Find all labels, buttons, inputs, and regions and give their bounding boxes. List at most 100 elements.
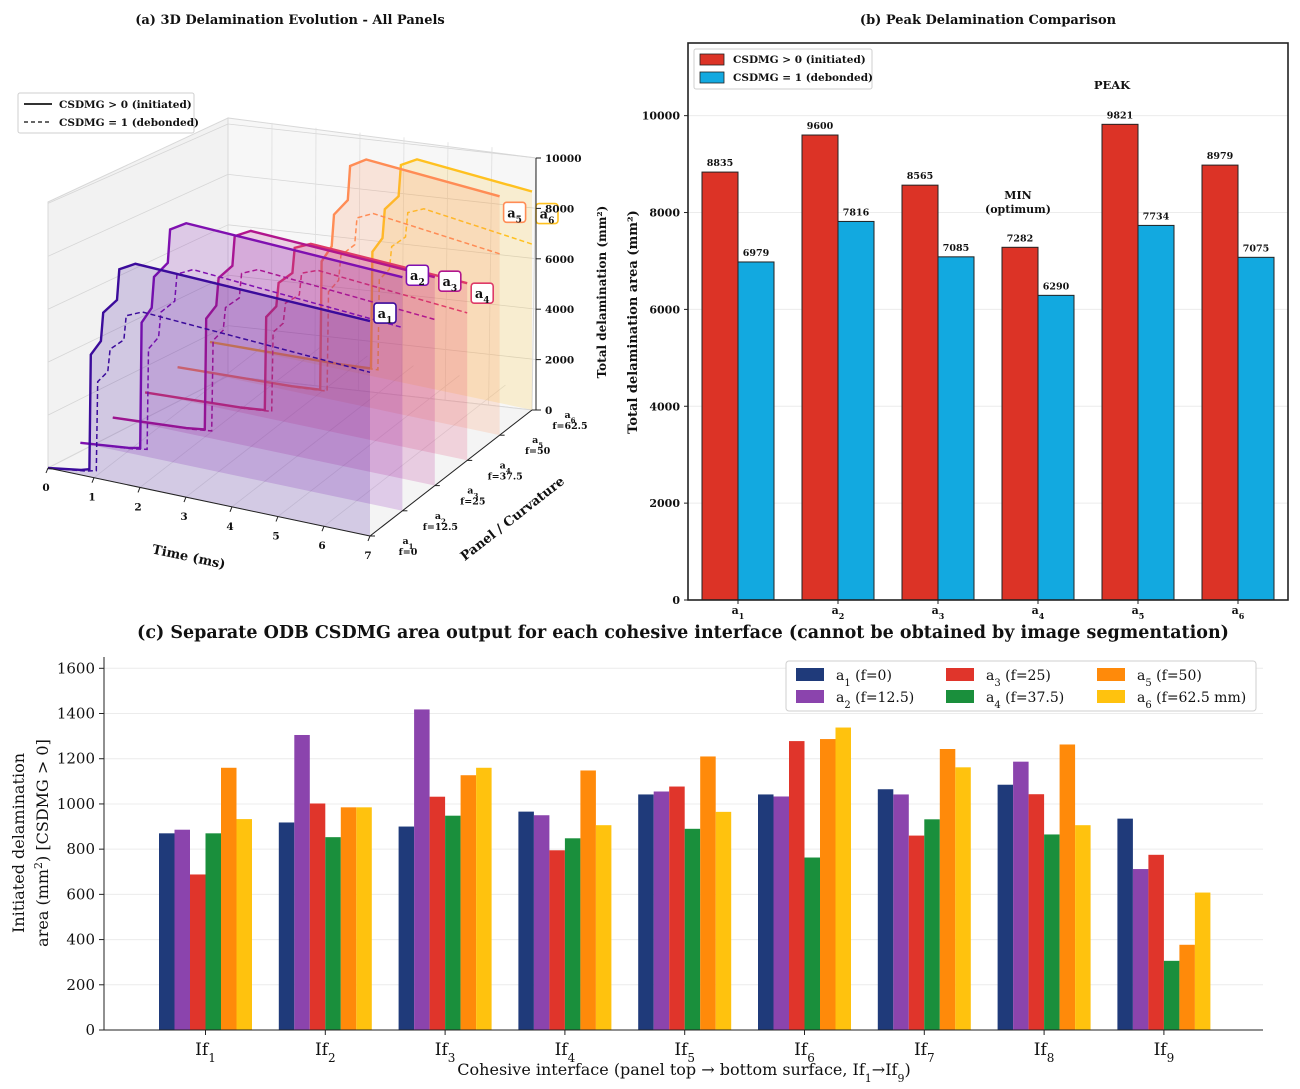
c-xtick-label-if5-pre: If (674, 1040, 689, 1060)
a-leftgrid-2000 (47, 325, 229, 416)
bar-initiated-a2 (801, 134, 839, 601)
panel-b-bars: 8835 6979 9600 7816 8565 7085 7282 6290 9821 7734… (701, 110, 1275, 601)
bar-debonded-a1 (737, 261, 775, 601)
bar-if9-a5 (1179, 944, 1195, 1030)
legend-c-label-a3-sub: 3 (994, 678, 1000, 689)
b-xtick-label-a6-sub: 6 (1239, 611, 1245, 621)
b-ytick-label-3: 6000 (649, 303, 680, 316)
b-xtick-label-a1-pre: a (732, 604, 739, 617)
panel-tag-a2-pre: a (410, 269, 419, 284)
a-ptick-curv-0: f=0 (399, 547, 418, 558)
bar-if5-a4 (684, 828, 701, 1030)
legend-c-swatch-a5 (1097, 668, 1125, 681)
bar-if4-a6 (595, 825, 612, 1030)
legend-c-label-a1-post: (f=0) (851, 668, 892, 684)
peak-annotation: PEAK (1094, 78, 1131, 92)
c-ytick-label-1: 200 (66, 976, 95, 994)
legend-c-label-a6-post: (f=62.5 mm) (1152, 690, 1246, 706)
curve-debonded-a6 (209, 208, 533, 371)
panel-tag-a5-pre: a (507, 206, 516, 221)
panel-tag-a5: a5 (507, 206, 522, 225)
panel-tag-a6-sub: 6 (548, 217, 554, 227)
b-xtick-label-a2: a2 (832, 604, 845, 621)
panel-tag-a4-sub: 4 (483, 296, 489, 306)
a-ztick-label-5: 10000 (545, 153, 582, 165)
panel-tag-a4-pre: a (475, 287, 484, 302)
bar-if1-a3 (190, 874, 206, 1030)
legend-c: a1 (f=0)a2 (f=12.5)a3 (f=25)a4 (f=37.5)a… (785, 660, 1257, 712)
curve-initiated-a2 (80, 221, 403, 450)
panel-tag-box-a2 (405, 264, 430, 287)
bar-if4-a4 (564, 838, 581, 1030)
bar-if4-a2 (533, 815, 550, 1030)
legend-c-label-a6-pre: a (1137, 690, 1145, 706)
bar-if7-a1 (877, 789, 894, 1030)
bar-label-initiated-a5: 9821 (1107, 110, 1133, 121)
panel-tag-a4: a4 (475, 287, 490, 306)
b-xtick-label-a3: a3 (932, 604, 945, 621)
panel-b-frame (687, 42, 1289, 601)
a-ptick-curv-4: f=50 (525, 446, 551, 457)
bar-debonded-a4 (1037, 294, 1075, 601)
a-ptick-label-a4: a4 (500, 460, 511, 475)
bar-if2-a3 (309, 803, 326, 1030)
panel-c-bars (159, 709, 1211, 1030)
bar-label-debonded-a3: 7085 (943, 243, 969, 254)
a-backvert-t3 (357, 132, 361, 391)
panel-tag-box-a3 (437, 270, 462, 293)
a-backgrid-6000 (227, 224, 537, 260)
a-ztick-label-3: 6000 (545, 254, 574, 266)
a-ptick-label-a4-sub: 4 (506, 466, 511, 475)
c-ytick-label-7: 1400 (57, 705, 95, 723)
a-ptick-label-a3-sub: 3 (473, 491, 478, 500)
a-floorgrid-t1 (93, 336, 276, 479)
legend-a-box (17, 92, 195, 134)
bar-debonded-a3 (937, 256, 975, 601)
a-leftgrid-8000 (47, 174, 229, 257)
legend-c-label-a5-pre: a (1137, 668, 1145, 684)
bar-if5-a6 (715, 811, 732, 1030)
a-leftgrid-4000 (47, 274, 229, 363)
b-xtick-label-a3-pre: a (932, 604, 939, 617)
curve-debonded-a2 (80, 268, 403, 451)
a-leftgrid-10000 (47, 123, 229, 204)
legend-b-debonded: CSDMG = 1 (debonded) (733, 72, 873, 84)
legend-b: CSDMG > 0 (initiated) CSDMG = 1 (debonde… (693, 48, 873, 90)
legend-a-initiated: CSDMG > 0 (initiated) (59, 99, 192, 111)
panel-tag-box-a1 (373, 302, 397, 324)
pane-grid (47, 122, 537, 527)
b-ytick-label-4: 8000 (649, 207, 680, 220)
bar-label-initiated-a6: 8979 (1207, 151, 1234, 162)
c-xtick-label-if7-pre: If (914, 1040, 929, 1060)
legend-c-label-a4-sub: 4 (994, 700, 1000, 711)
a-floorgrid-t2 (139, 345, 322, 488)
c-xtick-label-if6: If6 (794, 1040, 815, 1065)
bar-if7-a6 (955, 767, 971, 1030)
bar-if3-a1 (398, 826, 415, 1030)
bar-if3-a6 (476, 767, 492, 1030)
a-ptick-curv-1: f=12.5 (423, 522, 458, 533)
c-xtick-label-if3: If3 (435, 1040, 456, 1065)
bar-if8-a4 (1044, 834, 1060, 1030)
legend-c-label-a4-pre: a (986, 690, 994, 706)
curve-initiated-a1 (47, 262, 371, 472)
a-xtick-label-3: 3 (180, 511, 187, 523)
bar-if9-a2 (1132, 869, 1149, 1030)
bar-if1-a5 (221, 767, 237, 1030)
b-ytick-label-0: 0 (672, 594, 680, 607)
c-ytick-label-6: 1200 (57, 750, 95, 768)
a-ptick-curv-3: f=37.5 (488, 471, 523, 482)
bar-initiated-a4 (1001, 246, 1039, 601)
bar-if4-a1 (518, 811, 534, 1030)
c-xtick-label-if3-sub: 3 (448, 1051, 456, 1065)
b-xtick-label-a1-sub: 1 (739, 611, 745, 621)
a-ptick-curv-5: f=62.5 (552, 421, 587, 432)
bar-if6-a3 (789, 741, 805, 1030)
a-xtick-label-5: 5 (272, 531, 279, 543)
panel-c-xlabel: Cohesive interface (panel top → bottom s… (457, 1060, 910, 1085)
c-xtick-label-if6-sub: 6 (807, 1051, 815, 1065)
b-xtick-label-a4-pre: a (1032, 604, 1039, 617)
legend-c-label-a2: a2 (f=12.5) (836, 690, 914, 711)
a-xtick-1 (91, 477, 95, 483)
